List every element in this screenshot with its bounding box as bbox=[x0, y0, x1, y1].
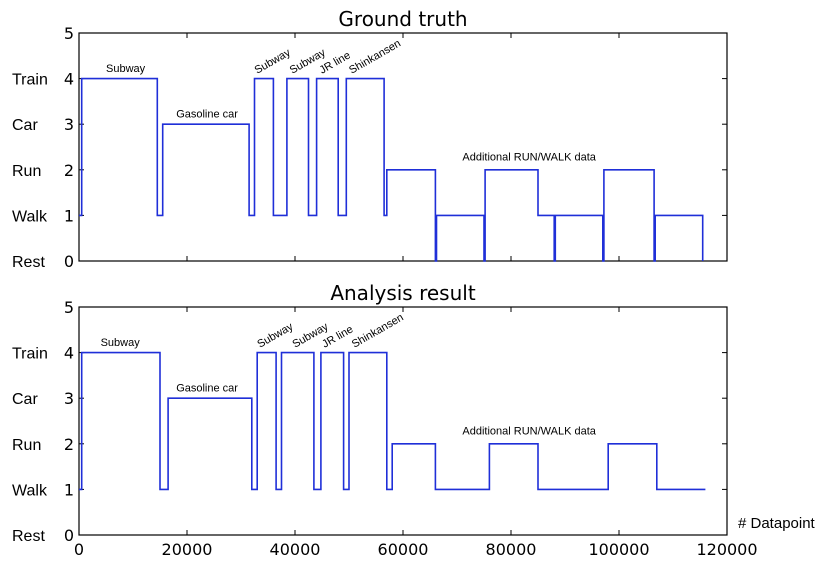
top-category-label: Rest bbox=[12, 254, 45, 271]
top-y-tick-label: 2 bbox=[64, 161, 74, 180]
bottom-x-tick-label: 100000 bbox=[588, 540, 649, 559]
bottom-x-tick-label: 120000 bbox=[696, 540, 757, 559]
top-annotation: Gasoline car bbox=[176, 108, 238, 120]
bottom-annotation: Shinkansen bbox=[350, 311, 406, 350]
bottom-x-tick-label: 80000 bbox=[486, 540, 537, 559]
top-annotation: Subway bbox=[106, 63, 146, 75]
bottom-y-tick-label: 4 bbox=[64, 344, 74, 363]
bottom-y-tick-label: 0 bbox=[64, 526, 74, 545]
top-annotation: Additional RUN/WALK data bbox=[462, 152, 596, 164]
top-annotation: Shinkansen bbox=[347, 37, 403, 76]
top-y-tick-label: 1 bbox=[64, 206, 74, 225]
top-category-label: Train bbox=[12, 72, 48, 89]
bottom-chart-title: Analysis result bbox=[330, 281, 476, 305]
bottom-y-tick-label: 1 bbox=[64, 480, 74, 499]
bottom-annotation: Gasoline car bbox=[176, 382, 238, 394]
bottom-y-tick-label: 5 bbox=[64, 298, 74, 317]
top-y-tick-label: 5 bbox=[64, 24, 74, 43]
top-chart-title: Ground truth bbox=[338, 7, 467, 31]
top-y-tick-label: 4 bbox=[64, 70, 74, 89]
top-category-label: Run bbox=[12, 163, 41, 180]
bottom-x-tick-label: 40000 bbox=[270, 540, 321, 559]
top-annotation: Subway bbox=[253, 46, 293, 76]
bottom-y-tick-label: 2 bbox=[64, 435, 74, 454]
top-y-tick-label: 3 bbox=[64, 115, 74, 134]
bottom-annotation: Subway bbox=[255, 320, 295, 350]
top-category-label: Car bbox=[12, 117, 38, 134]
x-axis-label: # Datapoint bbox=[738, 515, 816, 532]
bottom-x-tick-label: 0 bbox=[74, 540, 84, 559]
top-series-line bbox=[79, 77, 704, 262]
bottom-annotation: Additional RUN/WALK data bbox=[462, 426, 596, 438]
top-plot-frame bbox=[78, 32, 728, 262]
bottom-category-label: Car bbox=[12, 391, 38, 408]
bottom-x-tick-label: 20000 bbox=[162, 540, 213, 559]
top-y-tick-label: 0 bbox=[64, 252, 74, 271]
bottom-y-tick-label: 3 bbox=[64, 389, 74, 408]
bottom-x-tick-label: 60000 bbox=[378, 540, 429, 559]
bottom-category-label: Run bbox=[12, 437, 41, 454]
bottom-series-line bbox=[79, 351, 706, 491]
bottom-annotation: Subway bbox=[101, 337, 141, 349]
bottom-plot-frame bbox=[78, 306, 728, 536]
top-category-label: Walk bbox=[12, 208, 48, 225]
bottom-category-label: Train bbox=[12, 346, 48, 363]
bottom-category-label: Rest bbox=[12, 528, 45, 545]
bottom-category-label: Walk bbox=[12, 482, 48, 499]
